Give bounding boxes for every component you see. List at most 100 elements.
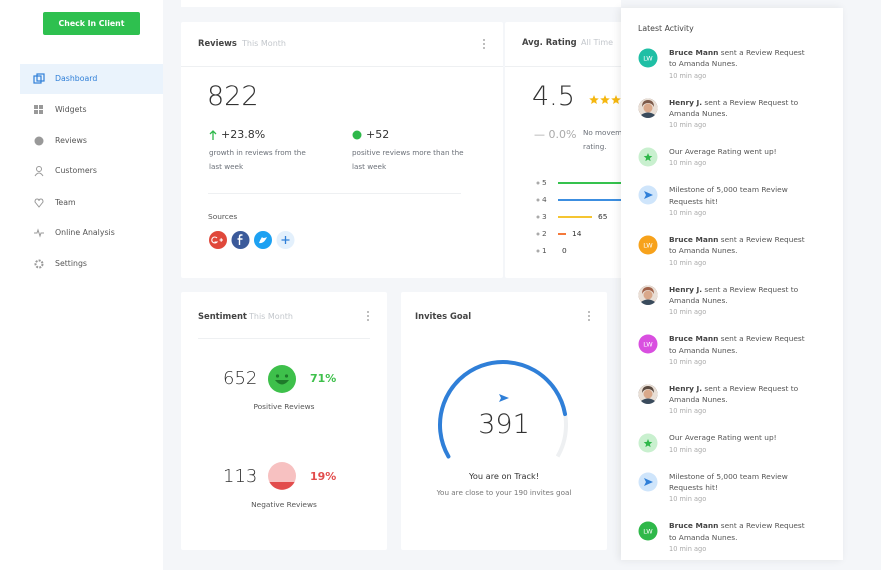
- activity-message: sent a Review Request to Amanda Nunes.: [669, 235, 805, 256]
- card-title: Reviews: [198, 38, 237, 48]
- avatar-face: [643, 103, 653, 113]
- icon-shape: [34, 228, 44, 238]
- activity-message: sent a Review Request to Amanda Nunes.: [669, 284, 799, 305]
- icon-shape: [39, 105, 43, 109]
- reviews-card: Reviews This Month 822 +23.8% growth in revi…: [181, 22, 503, 278]
- nav-item[interactable]: Team: [20, 188, 163, 218]
- avatar-circle: [638, 521, 658, 541]
- activity-item[interactable]: Henry J. sent a Review Request to Amanda…: [638, 383, 843, 419]
- nav-item[interactable]: Reviews: [20, 126, 163, 156]
- activity-item[interactable]: Henry J. sent a Review Request to Amanda…: [638, 97, 843, 133]
- avatar-initials: LW: [643, 242, 653, 250]
- more-menu[interactable]: [587, 310, 591, 322]
- up-arrow: [209, 130, 217, 140]
- avatar: LW: [638, 235, 658, 255]
- activity-item[interactable]: LW Bruce Mann sent a Review Request to Am…: [638, 47, 843, 83]
- activity-message: sent a Review Request to Amanda Nunes.: [669, 334, 805, 355]
- divider: [505, 66, 635, 67]
- actor-name: Henry J.: [669, 383, 703, 393]
- avatar-circle: [638, 48, 658, 68]
- activity-text: Henry J. sent a Review Request to Amanda…: [669, 383, 809, 406]
- glyph: [211, 236, 223, 244]
- activity-time: 10 min ago: [669, 121, 707, 130]
- actor-name: Bruce Mann: [669, 334, 719, 344]
- activity-item[interactable]: Our Average Rating went up! 10 min ago: [638, 146, 843, 170]
- icon-shape: [34, 198, 44, 208]
- star: [643, 153, 653, 162]
- star-level: 2: [542, 229, 547, 238]
- avatar: [638, 433, 658, 453]
- nav-item[interactable]: Settings: [20, 249, 163, 279]
- avatar-hair: [642, 385, 654, 393]
- nav-item[interactable]: Customers: [20, 156, 163, 186]
- nav-icon: [34, 198, 44, 208]
- more-menu[interactable]: [366, 310, 370, 322]
- avatar-face: [643, 290, 653, 300]
- activity-time: 10 min ago: [669, 544, 707, 553]
- sources-label: Sources: [208, 212, 238, 221]
- dot: [367, 319, 369, 321]
- status-note: You are close to your 190 invites goal: [436, 488, 572, 497]
- activity-time: 10 min ago: [669, 495, 707, 504]
- more-menu[interactable]: [482, 38, 486, 50]
- activity-message: sent a Review Request to Amanda Nunes.: [669, 383, 799, 405]
- star: [611, 95, 621, 104]
- activity-time: 10 min ago: [669, 209, 707, 218]
- activity-message: Our Average Rating went up!: [669, 147, 777, 157]
- activity-text-block: Henry J. sent a Review Request to Amanda…: [669, 284, 809, 320]
- activity-item[interactable]: Our Average Rating went up! 10 min ago: [638, 432, 843, 456]
- check-in-button[interactable]: Check In Client: [43, 12, 140, 35]
- bullet: [536, 181, 540, 185]
- activity-item[interactable]: LW Bruce Mann sent a Review Request to Am…: [638, 520, 843, 556]
- activity-message: Milestone of 5,000 team Review Requests …: [669, 185, 788, 206]
- activity-text-block: Bruce Mann sent a Review Request to Aman…: [669, 47, 809, 83]
- source-icons: [209, 231, 295, 249]
- activity-item[interactable]: Milestone of 5,000 team Review Requests …: [638, 471, 843, 507]
- activity-panel: Latest Activity LW Bruce Mann sent a Revie…: [621, 8, 843, 560]
- avatar-hair: [642, 286, 654, 294]
- activity-item[interactable]: Henry J. sent a Review Request to Amanda…: [638, 284, 843, 320]
- sidebar: Check In Client Dashboard Widgets Reviews Cu…: [0, 0, 163, 570]
- nav-item[interactable]: Widgets: [20, 95, 163, 125]
- positive-note: positive reviews more than the last week: [352, 148, 464, 171]
- activity-item[interactable]: Milestone of 5,000 team Review Requests …: [638, 184, 843, 220]
- avatar: LW: [638, 521, 658, 541]
- dot: [367, 315, 369, 317]
- eye: [275, 374, 280, 378]
- icon-shape: [34, 172, 44, 177]
- bullet: [536, 215, 540, 219]
- avatar: [638, 472, 658, 492]
- activity-item[interactable]: LW Bruce Mann sent a Review Request to Am…: [638, 234, 843, 270]
- avatar-initials: LW: [643, 55, 653, 63]
- nav-icon: [34, 136, 44, 146]
- nav-label: Team: [55, 198, 76, 207]
- avatar: [638, 384, 658, 404]
- nav-item[interactable]: Dashboard: [20, 64, 163, 94]
- row-bullet: [536, 249, 540, 253]
- divider: [198, 338, 370, 339]
- negative-label: Negative Reviews: [251, 500, 317, 509]
- invites-card: Invites Goal 391 You are on Track! You are …: [401, 292, 607, 550]
- source-icon[interactable]: [254, 231, 272, 249]
- rating-bar: [558, 182, 628, 184]
- source-icon[interactable]: [209, 231, 227, 249]
- negative-face: [268, 462, 296, 490]
- rating-card: Avg. Rating All Time 4.5 — 0.0% No movement …: [505, 22, 643, 278]
- source-icon[interactable]: [231, 231, 250, 249]
- nav-item[interactable]: Online Analysis: [20, 218, 163, 248]
- activity-text-block: Our Average Rating went up! 10 min ago: [669, 146, 809, 170]
- panel-title: Latest Activity: [638, 24, 694, 33]
- avatar: LW: [638, 48, 658, 68]
- row-bullet: [536, 198, 540, 202]
- bullet: [536, 198, 540, 202]
- avatar-initials: LW: [643, 341, 653, 349]
- activity-item[interactable]: LW Bruce Mann sent a Review Request to Am…: [638, 333, 843, 369]
- source-icon[interactable]: [276, 231, 295, 249]
- dot: [588, 319, 590, 321]
- positive-label: Positive Reviews: [253, 402, 315, 411]
- card-period: This Month: [249, 312, 293, 321]
- eye: [284, 374, 289, 378]
- activity-text: Henry J. sent a Review Request to Amanda…: [669, 284, 809, 307]
- divider: [208, 193, 461, 194]
